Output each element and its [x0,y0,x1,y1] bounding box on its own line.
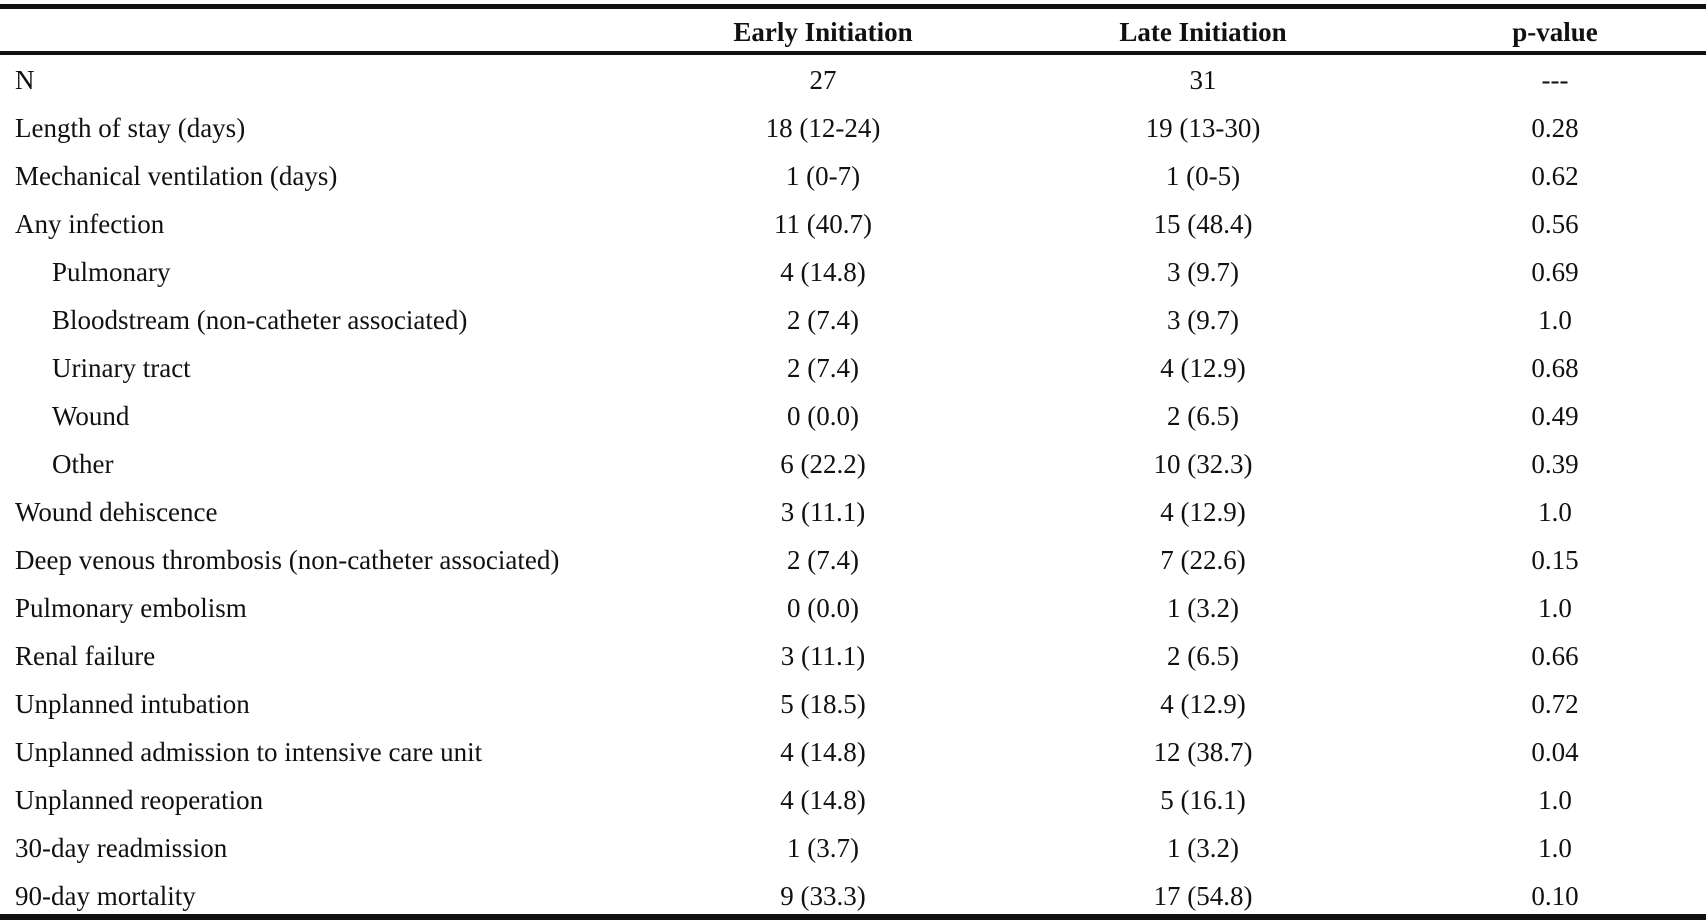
cell-early-initiation: 5 (18.5) [780,689,866,719]
cell-late-initiation: 1 (0-5) [1165,161,1241,191]
cell-early-initiation: 0 (0.0) [787,593,859,623]
cell-early-initiation: 4 (14.8) [780,737,866,767]
cell-p-value: 0.62 [1531,161,1579,191]
cell-early-initiation: 2 (7.4) [787,353,859,383]
cell-late-initiation: 19 (13-30) [1145,113,1261,143]
cell-p-value: 1.0 [1538,833,1572,863]
cell-p-value: 0.69 [1531,257,1579,287]
cell-p-value: 0.04 [1531,737,1579,767]
cell-p-value: 1.0 [1538,785,1572,815]
row-label: Length of stay (days) [15,113,246,143]
cell-early-initiation: 18 (12-24) [765,113,881,143]
header-late-initiation: Late Initiation [1119,17,1287,47]
cell-early-initiation: 11 (40.7) [774,209,872,239]
cell-late-initiation: 1 (3.2) [1167,593,1239,623]
row-label: Any infection [15,209,165,239]
table-row: 30-day readmission 1 (3.7) 1 (3.2) 1.0 [0,824,1706,872]
cell-early-initiation: 4 (14.8) [780,785,866,815]
table-row: N 27 31 --- [0,56,1706,104]
table-row: Mechanical ventilation (days) 1 (0-7) 1 (0… [0,152,1706,200]
cell-early-initiation: 3 (11.1) [780,641,866,671]
row-label: Mechanical ventilation (days) [15,161,338,191]
table-row: Renal failure 3 (11.1) 2 (6.5) 0.66 [0,632,1706,680]
table-header-rule [0,51,1706,55]
cell-late-initiation: 4 (12.9) [1160,689,1246,719]
row-label: Pulmonary [52,257,171,287]
cell-p-value: 0.39 [1531,449,1579,479]
cell-p-value: 0.10 [1531,881,1579,911]
table-row: Urinary tract 2 (7.4) 4 (12.9) 0.68 [0,344,1706,392]
cell-late-initiation: 2 (6.5) [1167,641,1239,671]
row-label: N [15,65,35,95]
cell-p-value: 0.49 [1531,401,1579,431]
table-row: Length of stay (days) 18 (12-24) 19 (13-30… [0,104,1706,152]
row-label: Renal failure [15,641,156,671]
table-row: Pulmonary 4 (14.8) 3 (9.7) 0.69 [0,248,1706,296]
table-row: 90-day mortality 9 (33.3) 17 (54.8) 0.10 [0,872,1706,920]
cell-p-value: 0.28 [1531,113,1579,143]
cell-early-initiation: 0 (0.0) [787,401,859,431]
row-label: Unplanned reoperation [15,785,264,815]
cell-late-initiation: 3 (9.7) [1167,257,1239,287]
cell-p-value: 0.56 [1531,209,1579,239]
cell-late-initiation: 4 (12.9) [1160,497,1246,527]
cell-early-initiation: 2 (7.4) [787,545,859,575]
cell-early-initiation: 27 [809,65,837,95]
cell-early-initiation: 1 (3.7) [787,833,859,863]
cell-p-value: 1.0 [1538,305,1572,335]
cell-p-value: 0.72 [1531,689,1579,719]
row-label: Deep venous thrombosis (non-catheter ass… [15,545,560,575]
table-row: Wound 0 (0.0) 2 (6.5) 0.49 [0,392,1706,440]
cell-late-initiation: 3 (9.7) [1167,305,1239,335]
cell-late-initiation: 5 (16.1) [1160,785,1246,815]
header-early-initiation: Early Initiation [733,17,913,47]
cell-late-initiation: 31 [1189,65,1217,95]
header-p-value: p-value [1512,17,1598,47]
cell-p-value: 0.68 [1531,353,1579,383]
cell-late-initiation: 2 (6.5) [1167,401,1239,431]
cell-early-initiation: 6 (22.2) [780,449,866,479]
table-row: Any infection 11 (40.7) 15 (48.4) 0.56 [0,200,1706,248]
table-bottom-rule [0,914,1706,920]
cell-late-initiation: 7 (22.6) [1160,545,1246,575]
table-header-row: Early Initiation Late Initiation p-value [0,9,1706,51]
table-row: Pulmonary embolism 0 (0.0) 1 (3.2) 1.0 [0,584,1706,632]
cell-p-value: 0.66 [1531,641,1579,671]
row-label: Urinary tract [52,353,191,383]
row-label: 90-day mortality [15,881,196,911]
table-row: Bloodstream (non-catheter associated) 2 (… [0,296,1706,344]
row-label: Pulmonary embolism [15,593,247,623]
table-row: Unplanned reoperation 4 (14.8) 5 (16.1) 1.0 [0,776,1706,824]
cell-late-initiation: 4 (12.9) [1160,353,1246,383]
row-label: Unplanned intubation [15,689,250,719]
row-label: Wound dehiscence [15,497,218,527]
cell-late-initiation: 10 (32.3) [1153,449,1253,479]
row-label: Unplanned admission to intensive care un… [15,737,483,767]
row-label: Wound [52,401,130,431]
row-label: Bloodstream (non-catheter associated) [52,305,468,335]
cell-p-value: --- [1541,65,1569,95]
table-body: N 27 31 --- Length of stay (days) 18 (12-24) 1… [0,56,1706,920]
cell-early-initiation: 3 (11.1) [780,497,866,527]
row-label: 30-day readmission [15,833,228,863]
cell-early-initiation: 1 (0-7) [785,161,861,191]
table-row: Deep venous thrombosis (non-catheter ass… [0,536,1706,584]
cell-late-initiation: 1 (3.2) [1167,833,1239,863]
cell-late-initiation: 15 (48.4) [1153,209,1253,239]
cell-early-initiation: 2 (7.4) [787,305,859,335]
table-row: Wound dehiscence 3 (11.1) 4 (12.9) 1.0 [0,488,1706,536]
table-row: Unplanned intubation 5 (18.5) 4 (12.9) 0.72 [0,680,1706,728]
cell-early-initiation: 4 (14.8) [780,257,866,287]
cell-late-initiation: 17 (54.8) [1153,881,1253,911]
row-label: Other [52,449,114,479]
table-row: Other 6 (22.2) 10 (32.3) 0.39 [0,440,1706,488]
cell-late-initiation: 12 (38.7) [1153,737,1253,767]
table-top-rule [0,4,1706,9]
cell-p-value: 1.0 [1538,497,1572,527]
cell-p-value: 0.15 [1531,545,1579,575]
table-row: Unplanned admission to intensive care un… [0,728,1706,776]
cell-p-value: 1.0 [1538,593,1572,623]
cell-early-initiation: 9 (33.3) [780,881,866,911]
